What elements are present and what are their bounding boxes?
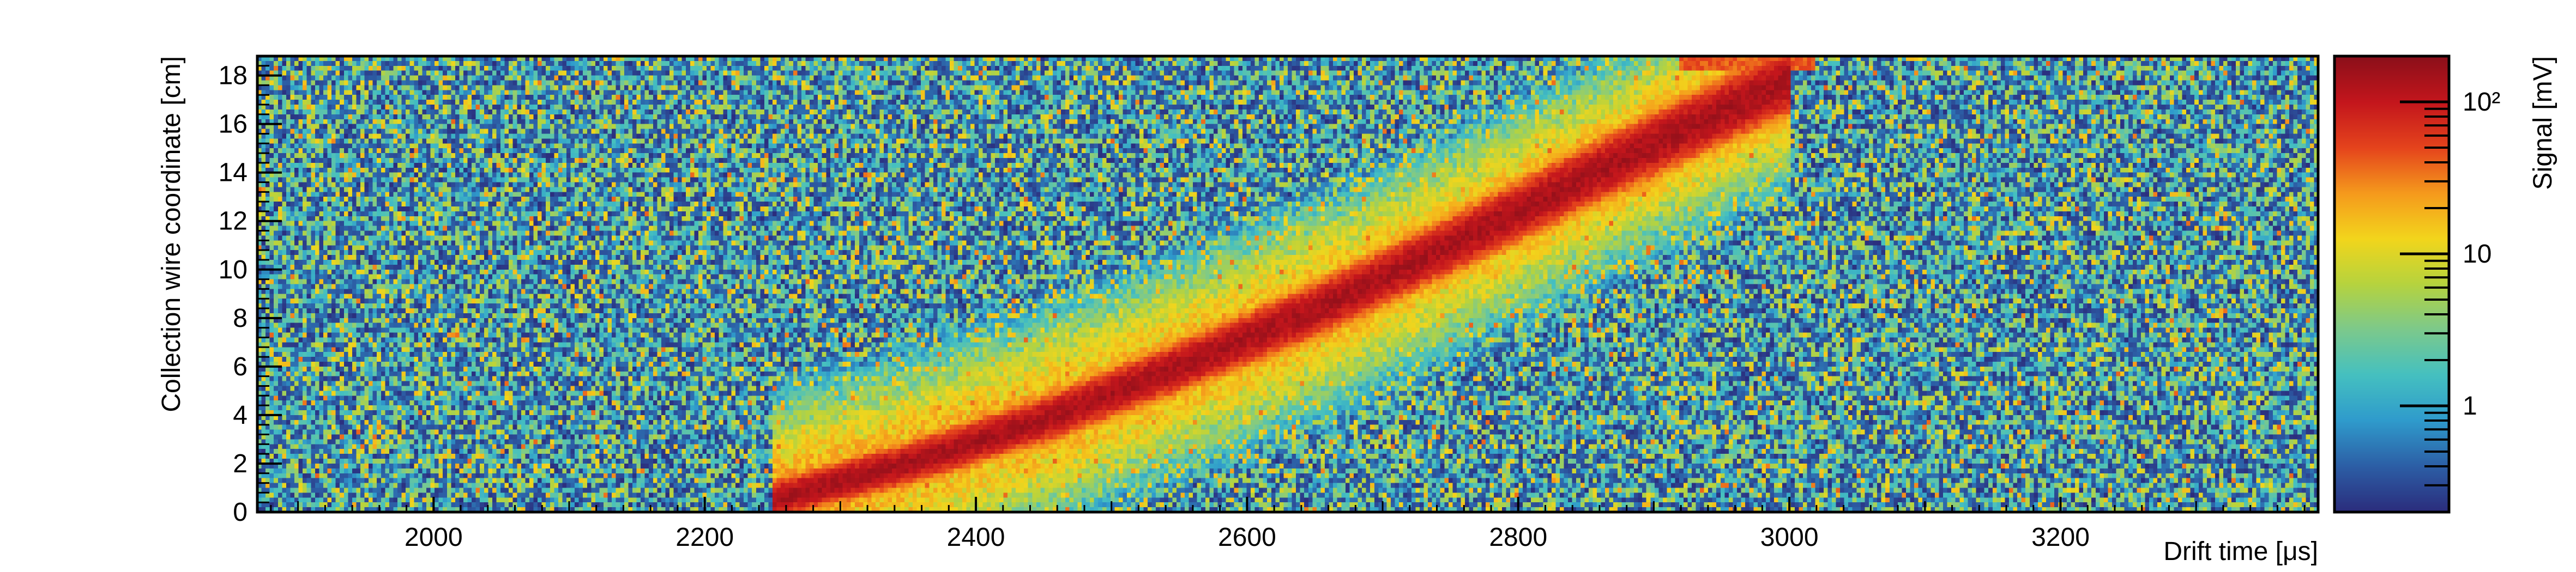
plot-frame [256,54,2320,514]
colorbar-gradient [2334,56,2449,512]
colorbar-axis: 1 10 10² [2400,55,2500,513]
y-tick-label: 2 [233,449,248,478]
y-tick-label: 0 [233,498,248,527]
y-tick-label: 10 [219,255,248,284]
colorbar-tick-label: 1 [2463,392,2477,421]
x-tick-label: 2800 [1489,523,1547,552]
y-tick-label: 8 [233,304,248,333]
colorbar-tick-label: 10² [2463,88,2500,117]
y-tick-label: 14 [219,159,248,187]
colorbar-tick-label: 10 [2463,240,2491,269]
x-tick-label: 3000 [1760,523,1819,552]
colorbar-label: Signal [mV] [2529,56,2557,190]
colorbar-frame [2333,54,2451,514]
y-tick-label: 6 [233,352,248,381]
y-tick-label: 4 [233,401,248,430]
y-axis-label: Collection wire coordinate [cm] [157,56,186,412]
y-tick-label: 18 [219,62,248,90]
x-tick-label: 2000 [405,523,463,552]
y-tick-label: 12 [219,207,248,236]
x-axis: 2000 2200 2400 2600 2800 3000 3200 [270,497,2306,552]
heatmap-plot-area [257,56,2318,512]
x-tick-label: 2400 [947,523,1005,552]
x-tick-label: 2200 [675,523,734,552]
x-axis-label: Drift time [μs] [2163,537,2318,566]
x-tick-label: 2600 [1218,523,1276,552]
x-tick-label: 3200 [2031,523,2090,552]
y-axis: 0 2 4 6 8 10 12 14 16 18 [219,55,282,527]
y-tick-label: 16 [219,110,248,139]
